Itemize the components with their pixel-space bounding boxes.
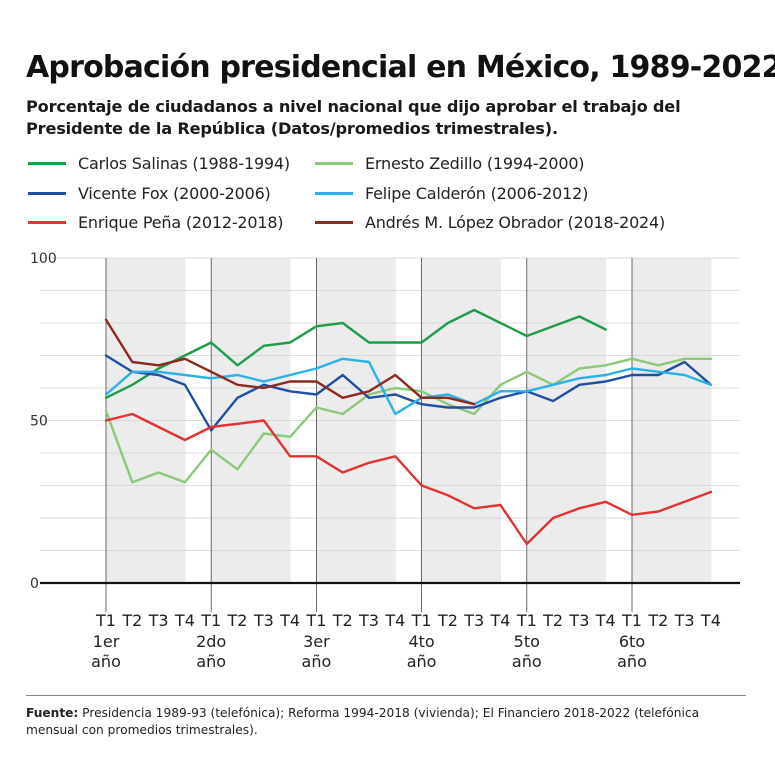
- y-tick-label: 0: [30, 576, 39, 592]
- legend-label-calderon: Felipe Calderón (2006-2012): [365, 183, 589, 203]
- x-tick-label: T4: [595, 611, 616, 630]
- series-line-5: [104, 318, 476, 406]
- x-tick-label: T3: [148, 611, 169, 630]
- x-tick-label: T1: [305, 611, 326, 630]
- series-line-2: [104, 354, 713, 432]
- x-tick-label: T4: [384, 611, 405, 630]
- legend-swatch-salinas: [28, 161, 66, 165]
- legend-label-pena: Enrique Peña (2012-2018): [78, 212, 284, 232]
- legend-label-salinas: Carlos Salinas (1988-1994): [78, 153, 290, 173]
- year-label-line1: 5to: [514, 632, 540, 651]
- x-tick-label: T3: [253, 611, 274, 630]
- source-divider: [26, 695, 746, 696]
- series-line-1: [104, 357, 713, 484]
- x-tick-label: T2: [437, 611, 458, 630]
- source-text: Presidencia 1989-93 (telefónica); Reform…: [26, 706, 700, 737]
- year-label-line2: año: [407, 652, 437, 671]
- legend-item-zedillo: Ernesto Zedillo (1994-2000): [315, 152, 585, 174]
- y-tick-label: 100: [30, 251, 57, 267]
- legend: Carlos Salinas (1988-1994) Ernesto Zedil…: [28, 152, 748, 242]
- series-line-3: [104, 357, 713, 416]
- legend-swatch-calderon: [315, 191, 353, 195]
- chart-title: Aprobación presidencial en México, 1989-…: [26, 50, 775, 85]
- x-tick-label: T1: [95, 611, 116, 630]
- x-tick-label: T2: [542, 611, 563, 630]
- legend-label-zedillo: Ernesto Zedillo (1994-2000): [365, 153, 585, 173]
- year-label-line1: 2do: [196, 632, 226, 651]
- year-label-line1: 1er: [93, 632, 120, 651]
- legend-swatch-fox: [28, 191, 66, 195]
- x-tick-label: T4: [700, 611, 721, 630]
- x-tick-label: T2: [227, 611, 248, 630]
- x-tick-label: T3: [568, 611, 589, 630]
- y-tick-label: 50: [30, 414, 48, 430]
- x-tick-label: T1: [621, 611, 642, 630]
- x-tick-label: T3: [463, 611, 484, 630]
- legend-item-amlo: Andrés M. López Obrador (2018-2024): [315, 211, 665, 233]
- year-label-line2: año: [512, 652, 542, 671]
- x-tick-label: T2: [332, 611, 353, 630]
- line-chart: 100 50 0 T1 T2 T3 T4 T1 T2 T3 T4 T1 T2 T3 T4 T1 T2 T3 T4 T1…: [30, 251, 740, 671]
- source-label: Fuente:: [26, 706, 79, 720]
- x-tick-label: T2: [647, 611, 668, 630]
- x-tick-label: T1: [411, 611, 432, 630]
- year-label-line2: año: [617, 652, 647, 671]
- x-tick-label: T4: [174, 611, 195, 630]
- legend-swatch-zedillo: [315, 161, 353, 165]
- x-tick-label: T1: [200, 611, 221, 630]
- legend-item-pena: Enrique Peña (2012-2018): [28, 211, 284, 233]
- legend-swatch-amlo: [315, 220, 353, 224]
- legend-item-salinas: Carlos Salinas (1988-1994): [28, 152, 290, 174]
- series-line-4: [104, 412, 713, 546]
- source-note: Fuente: Presidencia 1989-93 (telefónica)…: [26, 705, 746, 739]
- year-label-line2: año: [302, 652, 332, 671]
- legend-item-fox: Vicente Fox (2000-2006): [28, 182, 271, 204]
- chart-subtitle: Porcentaje de ciudadanos a nivel naciona…: [26, 97, 681, 138]
- x-tick-label: T1: [516, 611, 537, 630]
- x-tick-label: T2: [121, 611, 142, 630]
- legend-swatch-pena: [28, 220, 66, 224]
- legend-label-amlo: Andrés M. López Obrador (2018-2024): [365, 212, 666, 232]
- x-tick-label: T3: [358, 611, 379, 630]
- x-tick-label: T4: [490, 611, 511, 630]
- year-label-line2: año: [91, 652, 121, 671]
- x-tick-label: T4: [279, 611, 300, 630]
- year-label-line1: 3er: [303, 632, 330, 651]
- year-label-line2: año: [196, 652, 226, 671]
- x-tick-label: T3: [674, 611, 695, 630]
- legend-label-fox: Vicente Fox (2000-2006): [78, 183, 271, 203]
- series-line-0: [104, 308, 607, 400]
- legend-item-calderon: Felipe Calderón (2006-2012): [315, 182, 588, 204]
- year-label-line1: 4to: [408, 632, 434, 651]
- year-label-line1: 6to: [619, 632, 645, 651]
